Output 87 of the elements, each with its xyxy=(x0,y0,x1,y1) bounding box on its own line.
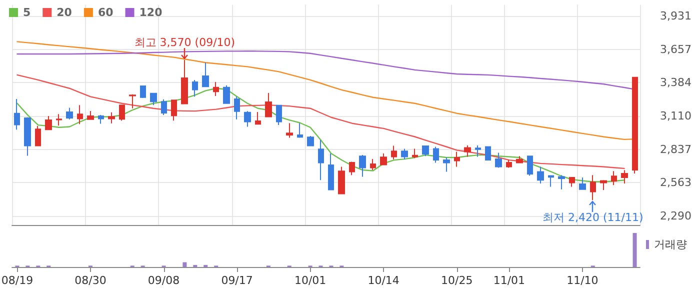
candlestick xyxy=(98,114,104,124)
x-tick-label: 11/01 xyxy=(493,274,526,287)
candlestick xyxy=(192,79,198,98)
x-tick-label: 09/17 xyxy=(221,274,253,287)
candlestick xyxy=(548,175,554,188)
legend-label: 20 xyxy=(56,6,72,19)
candlestick xyxy=(161,98,167,116)
x-tick-label: 08/19 xyxy=(1,274,34,287)
candlestick xyxy=(307,136,314,146)
y-tick-label: 3,384 xyxy=(660,76,692,90)
candlestick xyxy=(485,146,491,161)
candlestick xyxy=(87,110,94,120)
candlestick xyxy=(506,160,512,168)
candlestick xyxy=(213,82,219,97)
y-tick-label: 3,657 xyxy=(660,42,692,56)
y-tick-label: 2,563 xyxy=(660,176,692,190)
candlestick xyxy=(590,174,596,201)
candlestick xyxy=(297,122,303,138)
candlestick xyxy=(600,180,607,191)
x-tick-label: 10/25 xyxy=(440,274,473,287)
candlestick xyxy=(255,112,261,125)
y-tick-label: 3,931 xyxy=(660,9,692,22)
x-tick-label: 11/10 xyxy=(566,274,598,287)
candlestick xyxy=(370,158,376,171)
candlestick xyxy=(276,104,282,126)
y-tick-label: 2,837 xyxy=(660,142,692,156)
candlestick xyxy=(234,96,240,120)
candlestick xyxy=(443,156,450,172)
candlestick xyxy=(66,107,73,120)
candlestick xyxy=(108,112,115,124)
candlestick xyxy=(422,145,429,157)
candlestick xyxy=(349,161,355,176)
candlestick xyxy=(140,85,146,98)
annotation: 최고 3,570 (09/10) xyxy=(134,36,236,49)
candlestick xyxy=(621,170,628,184)
candlestick xyxy=(119,104,125,122)
candlestick xyxy=(401,148,408,160)
candlestick xyxy=(181,59,188,104)
candlestick xyxy=(632,76,638,174)
candlestick xyxy=(433,146,439,164)
candlestick xyxy=(464,144,471,158)
candlestick xyxy=(380,152,387,166)
line-series xyxy=(16,74,625,170)
candlestick xyxy=(77,104,83,125)
candlestick xyxy=(359,154,366,178)
candlestick xyxy=(45,116,52,130)
candlestick xyxy=(286,122,293,138)
candlestick xyxy=(338,166,345,194)
candlestick xyxy=(328,152,334,190)
y-tick-label: 2,290 xyxy=(660,209,692,222)
candlestick xyxy=(265,92,272,118)
candlestick xyxy=(569,176,575,188)
candlestick xyxy=(527,155,533,176)
candlestick xyxy=(129,94,136,109)
legend-label: 60 xyxy=(98,6,114,19)
x-tick-label: 08/30 xyxy=(74,274,106,287)
candlestick xyxy=(611,170,617,186)
candlestick xyxy=(412,148,418,159)
y-tick-label: 3,110 xyxy=(660,110,692,123)
candlestick xyxy=(244,110,251,128)
candlestick xyxy=(56,114,62,126)
line-series xyxy=(16,88,625,182)
x-tick-label: 10/01 xyxy=(294,274,326,287)
bar xyxy=(632,233,637,267)
candlestick xyxy=(171,100,177,122)
candlestick xyxy=(475,144,481,158)
candlestick xyxy=(454,151,460,168)
candlestick xyxy=(223,84,230,104)
candlestick xyxy=(14,98,20,130)
candlestick xyxy=(318,140,324,181)
candlestick xyxy=(579,176,586,190)
legend-label: 120 xyxy=(139,6,163,19)
candlestick xyxy=(391,145,397,160)
candlestick xyxy=(537,166,544,184)
x-tick-label: 09/08 xyxy=(148,274,180,287)
candlestick xyxy=(495,152,502,168)
candlestick xyxy=(516,156,523,164)
legend-label: 거래량 xyxy=(654,238,687,251)
candlestick xyxy=(558,174,565,190)
candlestick xyxy=(150,92,157,106)
candlestick xyxy=(24,116,31,156)
x-tick-label: 10/14 xyxy=(368,274,400,287)
candlestick xyxy=(202,62,209,88)
candlestick xyxy=(35,126,41,146)
legend-label: 5 xyxy=(23,6,31,19)
annotation: 최저 2,420 (11/11) xyxy=(542,211,644,224)
bar xyxy=(182,262,187,267)
